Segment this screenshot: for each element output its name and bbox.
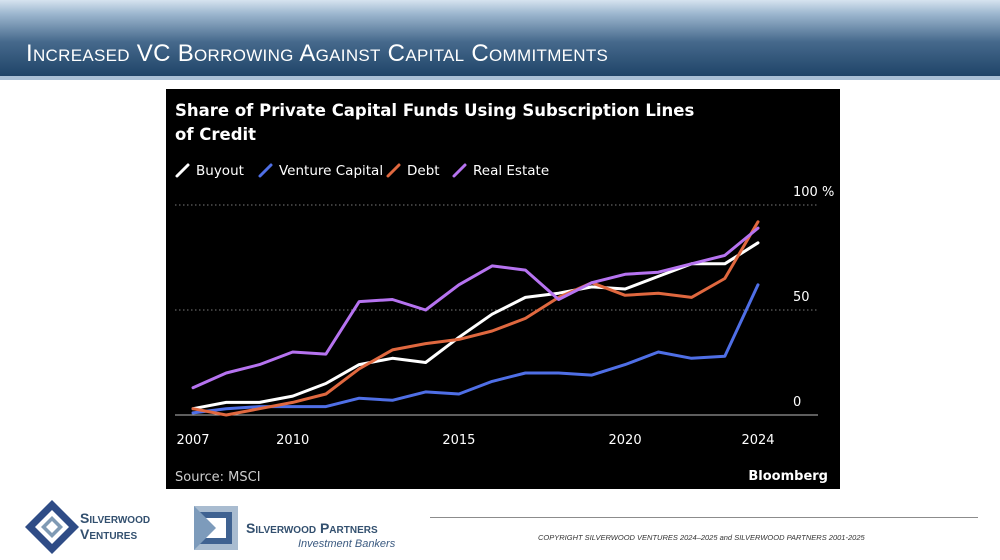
legend-swatch-venture-capital [258, 163, 273, 178]
slide-title: Increased VC Borrowing Against Capital C… [26, 40, 609, 67]
series-line-buyout [191, 241, 760, 411]
legend-swatch-debt [386, 163, 401, 178]
silverwood-ventures-logo: Silverwood Ventures [22, 497, 192, 557]
legend-label-debt: Debt [407, 163, 440, 179]
legend-swatch-real-estate [452, 163, 467, 178]
ventures-name-line2: Ventures [80, 526, 138, 542]
axes: 0 50 100 % 2007 2010 2015 2020 2024 [176, 185, 834, 448]
ventures-name-line1: Silverwood [80, 510, 151, 526]
legend: Buyout Venture Capital Debt Real Estate [175, 163, 549, 179]
series-layer [191, 220, 760, 417]
chart-title-line1: Share of Private Capital Funds Using Sub… [175, 101, 694, 120]
chart-source: Source: MSCI [175, 470, 261, 485]
banner-rule [0, 76, 1000, 80]
chart-title-line2: of Credit [175, 125, 256, 144]
partners-name: Silverwood Partners [246, 520, 378, 536]
x-tick-label-2015: 2015 [442, 433, 475, 448]
y-tick-label-0: 0 [793, 395, 801, 410]
series-line-debt [191, 220, 760, 417]
legend-swatch-buyout [175, 163, 190, 178]
legend-label-real-estate: Real Estate [473, 163, 549, 179]
series-line-venture-capital [191, 283, 760, 415]
legend-label-buyout: Buyout [196, 163, 244, 179]
bloomberg-brand: Bloomberg [748, 469, 828, 484]
series-line-real-estate [191, 226, 760, 390]
copyright-text: COPYRIGHT SILVERWOOD VENTURES 2024–2025 … [538, 533, 865, 542]
legend-label-venture-capital: Venture Capital [279, 163, 383, 179]
grid-layer [175, 204, 818, 416]
x-tick-label-2020: 2020 [609, 433, 642, 448]
x-tick-label-2010: 2010 [276, 433, 309, 448]
y-tick-label-50: 50 [793, 290, 810, 305]
y-tick-label-100: 100 % [793, 185, 834, 200]
title-banner [0, 0, 1000, 76]
partners-square-icon [194, 506, 238, 550]
chart-panel: Share of Private Capital Funds Using Sub… [166, 89, 840, 489]
line-chart: Share of Private Capital Funds Using Sub… [175, 101, 834, 485]
x-tick-label-2007: 2007 [176, 433, 209, 448]
silverwood-partners-logo: Silverwood Partners Investment Bankers [190, 500, 420, 558]
ventures-diamond-icon [25, 500, 79, 554]
x-tick-label-2024: 2024 [741, 433, 774, 448]
partners-tagline: Investment Bankers [298, 538, 396, 550]
footer-rule [430, 517, 978, 518]
